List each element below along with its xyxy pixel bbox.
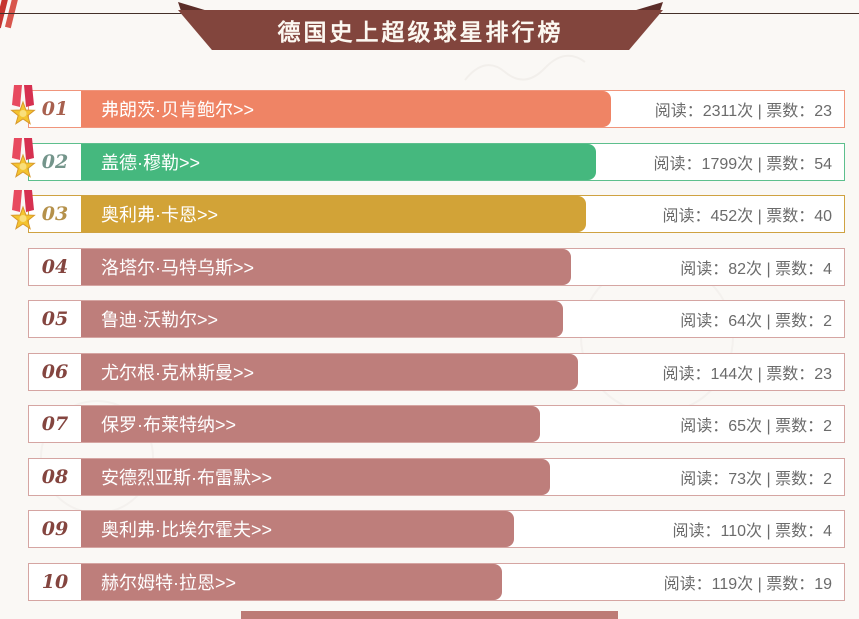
player-name-link[interactable]: 奥利弗·卡恩>> [81,196,586,232]
player-name-link[interactable]: 弗朗茨·贝肯鲍尔>> [81,91,611,127]
read-vote-stats: 阅读：82次 | 票数：4 [680,260,832,278]
read-vote-stats: 阅读：110次 | 票数：4 [672,523,832,540]
read-vote-stats: 阅读：144次 | 票数：23 [662,365,832,383]
medal-star-icon [8,190,38,232]
player-name-link[interactable]: 尤尔根·克林斯曼>> [81,353,578,390]
read-vote-stats: 阅读：119次 | 票数：19 [663,575,832,593]
table-row: 10 赫尔姆特·拉恩>> 阅读：119次 | 票数：19 [28,562,845,601]
player-name-link[interactable]: 奥利弗·比埃尔霍夫>> [81,511,514,547]
table-row: 07 保罗·布莱特纳>> 阅读：65次 | 票数：2 [28,405,845,443]
medal-star-icon [8,85,38,127]
read-vote-stats: 阅读：452次 | 票数：40 [662,208,832,225]
corner-ribbon-mark [0,0,23,34]
read-vote-stats: 阅读：73次 | 票数：2 [680,470,832,488]
rank-number: 06 [41,360,69,383]
read-vote-stats: 阅读：2311次 | 票数：23 [654,103,832,120]
medal-star-icon [8,137,38,180]
footer-banner-sliver [241,611,618,619]
read-vote-stats: 阅读：64次 | 票数：2 [680,313,832,330]
read-vote-stats: 阅读：1799次 | 票数：54 [653,155,832,173]
rank-number: 09 [41,518,69,540]
title-banner: 德国史上超级球星排行榜 [178,1,663,50]
rank-number: 05 [41,308,69,330]
table-row: 01 弗朗茨·贝肯鲍尔>> 阅读：2311次 | 票数：23 [10,85,845,128]
rank-number: 04 [41,255,69,278]
table-row: 09 奥利弗·比埃尔霍夫>> 阅读：110次 | 票数：4 [28,510,845,548]
read-vote-stats: 阅读：65次 | 票数：2 [680,418,832,435]
rank-number: 01 [41,98,69,120]
player-name-link[interactable]: 洛塔尔·马特乌斯>> [81,248,571,285]
player-name-link[interactable]: 安德烈亚斯·布雷默>> [81,458,550,495]
banner-fold-left-icon [178,2,208,11]
table-row: 04 洛塔尔·马特乌斯>> 阅读：82次 | 票数：4 [28,247,845,286]
rank-number: 08 [41,465,69,488]
ranking-list: 01 弗朗茨·贝肯鲍尔>> 阅读：2311次 | 票数：23 02 盖德·穆勒>… [10,85,845,615]
page-title: 德国史上超级球星排行榜 [277,19,564,45]
player-name-link[interactable]: 盖德·穆勒>> [81,143,596,180]
rank-number: 03 [41,203,69,225]
rank-number: 02 [41,150,69,173]
table-row: 06 尤尔根·克林斯曼>> 阅读：144次 | 票数：23 [28,352,845,391]
rank-number: 07 [41,413,69,435]
player-name-link[interactable]: 鲁迪·沃勒尔>> [81,301,563,337]
table-row: 03 奥利弗·卡恩>> 阅读：452次 | 票数：40 [10,190,845,233]
player-name-link[interactable]: 赫尔姆特·拉恩>> [81,563,502,600]
rank-number: 10 [41,570,69,593]
player-name-link[interactable]: 保罗·布莱特纳>> [81,406,540,442]
background-squiggle [464,54,586,81]
table-row: 02 盖德·穆勒>> 阅读：1799次 | 票数：54 [10,137,845,181]
banner-fold-right-icon [633,2,663,11]
table-row: 05 鲁迪·沃勒尔>> 阅读：64次 | 票数：2 [28,300,845,338]
table-row: 08 安德烈亚斯·布雷默>> 阅读：73次 | 票数：2 [28,457,845,496]
